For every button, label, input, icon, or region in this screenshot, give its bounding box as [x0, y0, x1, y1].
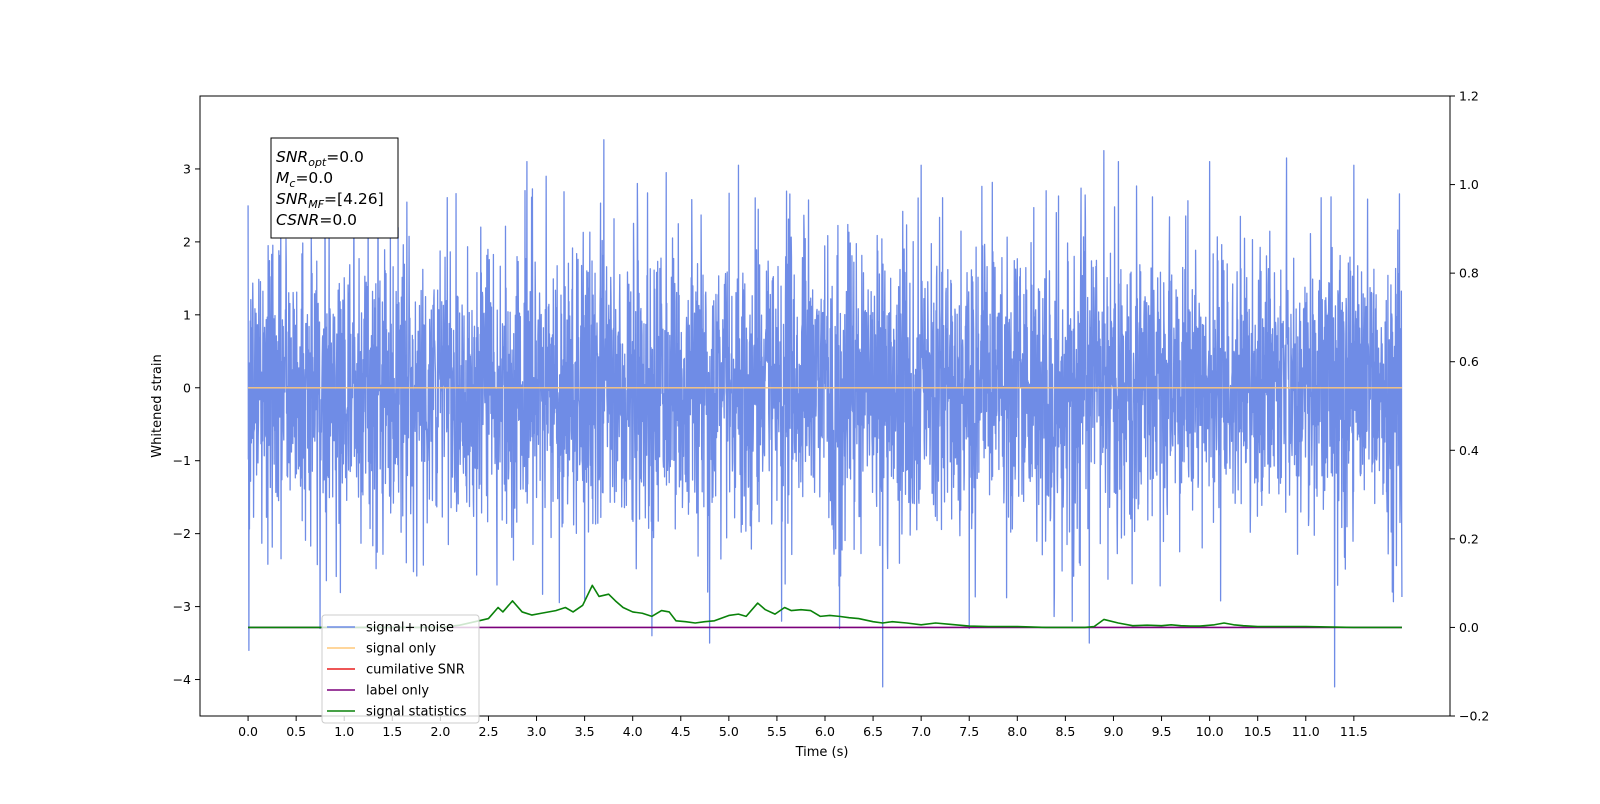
x-tick-label: 6.5	[863, 724, 883, 739]
x-tick-label: 6.0	[815, 724, 835, 739]
legend-label: signal only	[366, 642, 436, 657]
x-tick-label: 0.0	[238, 724, 258, 739]
legend-label: cumilative SNR	[366, 663, 465, 678]
series-signal-noise	[247, 139, 1403, 688]
y-tick-label: −4	[173, 672, 191, 687]
y2-tick-label: −0.2	[1459, 709, 1489, 724]
y-axis-label: Whitened strain	[150, 354, 165, 457]
x-axis-label: Time (s)	[795, 745, 849, 760]
annotation-line: CSNR=0.0	[276, 211, 357, 229]
annotation-box	[270, 137, 399, 239]
y-axis-ticks: −4 −3 −2 −1 0 1 2 3	[173, 161, 200, 687]
y-tick-label: 0	[183, 380, 191, 395]
x-tick-label: 3.5	[575, 724, 595, 739]
x-tick-label: 8.0	[1007, 724, 1027, 739]
annotation-line: Mc=0.0	[276, 169, 333, 190]
line-signal-statistics	[248, 584, 1402, 629]
y2-tick-label: 0.2	[1459, 531, 1479, 546]
y-tick-label: 1	[183, 307, 191, 322]
x-tick-label: 5.5	[767, 724, 787, 739]
legend-box	[321, 614, 480, 724]
x-tick-label: 7.0	[911, 724, 931, 739]
y2-axis-ticks: −0.2 0.0 0.2 0.4 0.6 0.8 1.0 1.2	[1450, 89, 1489, 724]
y-tick-label: −1	[173, 453, 191, 468]
x-tick-label: 8.5	[1055, 724, 1075, 739]
x-tick-label: 10.5	[1244, 724, 1272, 739]
x-tick-label: 10.0	[1196, 724, 1224, 739]
x-tick-label: 5.0	[719, 724, 739, 739]
legend: signal+ noise signal only cumilative SNR la…	[321, 614, 480, 724]
x-tick-label: 7.5	[959, 724, 979, 739]
legend-label: signal+ noise	[366, 621, 454, 636]
x-tick-label: 11.5	[1340, 724, 1368, 739]
annotation-line: SNRMF=[4.26]	[276, 190, 384, 211]
y2-tick-label: 0.0	[1459, 620, 1479, 635]
y2-tick-label: 0.4	[1459, 443, 1479, 458]
y-tick-label: −2	[173, 526, 191, 541]
legend-label: label only	[366, 684, 429, 699]
x-tick-label: 1.5	[382, 724, 402, 739]
y-tick-label: 3	[183, 161, 191, 176]
y-tick-label: 2	[183, 234, 191, 249]
y-tick-label: −3	[173, 599, 191, 614]
x-tick-label: 4.0	[623, 724, 643, 739]
x-tick-label: 9.0	[1104, 724, 1124, 739]
line-signal-noise	[247, 139, 1403, 688]
annotation-line: SNRopt=0.0	[276, 148, 364, 169]
x-tick-label: 1.0	[334, 724, 354, 739]
x-axis-ticks: 0.0 0.5 1.0 1.5 2.0 2.5 3.0 3.5 4.0 4.5 5.0 5.5 6.0 6…	[238, 716, 1368, 739]
y2-tick-label: 0.8	[1459, 266, 1479, 281]
x-tick-label: 4.5	[671, 724, 691, 739]
y2-tick-label: 0.6	[1459, 354, 1479, 369]
x-tick-label: 9.5	[1152, 724, 1172, 739]
x-tick-label: 0.5	[286, 724, 306, 739]
legend-label: signal statistics	[366, 705, 467, 720]
y2-tick-label: 1.0	[1459, 177, 1479, 192]
y2-tick-label: 1.2	[1459, 89, 1479, 104]
x-tick-label: 11.0	[1292, 724, 1320, 739]
x-tick-label: 3.0	[527, 724, 547, 739]
x-tick-label: 2.0	[430, 724, 450, 739]
x-tick-label: 2.5	[479, 724, 499, 739]
